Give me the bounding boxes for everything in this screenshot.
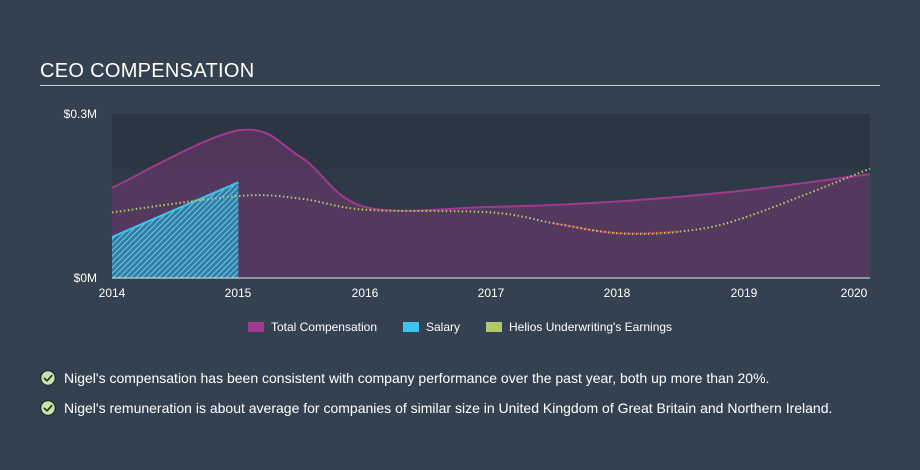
legend-item-salary[interactable]: Salary [403, 320, 460, 334]
x-tick-label: 2016 [352, 286, 379, 300]
legend-label: Total Compensation [270, 320, 377, 334]
check-circle-icon [40, 400, 56, 416]
x-tick-label: 2020 [841, 286, 868, 300]
insight-text: Nigel's compensation has been consistent… [64, 370, 770, 386]
legend-item-total-compensation[interactable]: Total Compensation [247, 320, 377, 334]
earnings-line-decline [554, 222, 681, 235]
insight-list: Nigel's compensation has been consistent… [40, 368, 832, 428]
legend-swatch-earnings [486, 322, 503, 332]
legend-swatch-total [247, 322, 264, 332]
x-tick-label: 2015 [225, 286, 252, 300]
title-divider [40, 85, 880, 86]
insight-item: Nigel's remuneration is about average fo… [40, 398, 832, 418]
total-compensation-area [112, 129, 870, 278]
x-tick-label: 2017 [478, 286, 505, 300]
total-compensation-line [111, 128, 871, 212]
salary-area [112, 182, 239, 278]
y-tick-label: $0.3M [64, 107, 97, 121]
salary-line [111, 181, 239, 238]
x-tick-label: 2014 [99, 286, 126, 300]
legend-label: Helios Underwriting's Earnings [509, 320, 673, 334]
x-tick-label: 2018 [604, 286, 631, 300]
check-circle-icon [40, 370, 56, 386]
y-tick-label: $0M [74, 271, 97, 285]
insight-text: Nigel's remuneration is about average fo… [64, 400, 833, 416]
legend-label: Salary [426, 320, 461, 334]
chart-legend: Total Compensation Salary Helios Underwr… [0, 320, 920, 334]
chart-title: CEO COMPENSATION [40, 60, 255, 82]
compensation-chart: $0.3M $0M 2014 2015 2016 2017 2018 2019 … [64, 107, 871, 300]
legend-item-earnings[interactable]: Helios Underwriting's Earnings [486, 320, 672, 334]
x-tick-label: 2019 [731, 286, 758, 300]
insight-item: Nigel's compensation has been consistent… [40, 368, 832, 388]
legend-swatch-salary [403, 322, 419, 332]
plot-band-upper [112, 114, 870, 169]
earnings-line [111, 167, 871, 235]
